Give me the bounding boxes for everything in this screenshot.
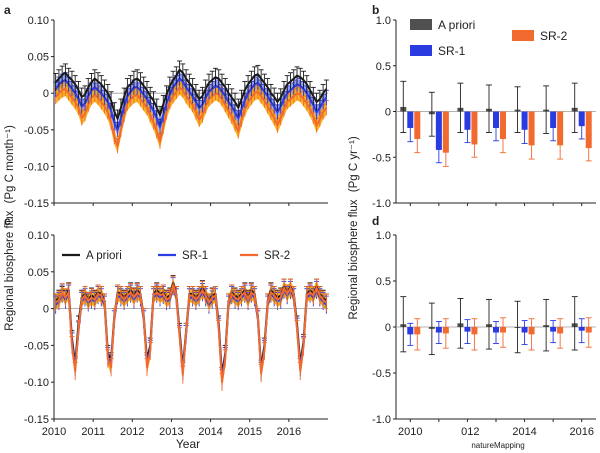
c-x-tick-label: 2011 — [81, 426, 105, 438]
a-y-tick-label: -0.15 — [24, 198, 49, 210]
c-y-tick-label: 0.05 — [28, 267, 49, 279]
b-y-tick-label: 1.0 — [376, 15, 391, 27]
b-y-tick-label: 0 — [385, 107, 391, 119]
d-x-tick-label: 2014 — [512, 426, 536, 438]
d-x-tick-label: 012 — [461, 426, 479, 438]
d-y-tick-label: 1.0 — [376, 230, 391, 242]
legend-label-sr-2: SR-2 — [264, 250, 290, 262]
panel-b-label: b — [372, 3, 379, 17]
c-x-tick-label: 2015 — [237, 426, 261, 438]
c-y-tick-label: -0.05 — [24, 340, 49, 352]
c-band-sr-2 — [55, 277, 327, 390]
b-y-tick-label: -1.0 — [372, 198, 391, 210]
d-x-tick-label: 2016 — [569, 426, 593, 438]
a-series-line-sr-1 — [54, 77, 328, 131]
left-y-axis-label: Regional biosphere flux (Pg C month⁻¹) — [4, 125, 16, 331]
a-band-sr-2 — [55, 80, 327, 154]
c-y-tick-label: 0.10 — [28, 230, 49, 242]
panel-d: d 1.0 0.5 0 -0.5 -1.0 2010 012 2014 2016 — [372, 214, 596, 438]
b-bar-sr-1 — [435, 111, 442, 150]
b-bar-sr-2 — [471, 111, 478, 145]
panel-a: a 0.10 0.05 0 -0.05 -0.10 -0.15 — [4, 3, 329, 210]
b-bar-sr-2 — [528, 111, 535, 146]
panel-d-label: d — [372, 214, 379, 228]
d-y-tick-label: 0.5 — [376, 276, 391, 288]
right-y-axis-label: Regional biosphere flux (Pg C yr⁻¹) — [348, 136, 360, 319]
a-y-tick-label: 0 — [43, 88, 49, 100]
c-series-line-sr-2 — [54, 284, 328, 384]
panel-b: b 1.0 0.5 0 -0.5 -1.0 A priori SR-1 SR-2 — [372, 3, 596, 210]
a-series-line-sr-2 — [54, 86, 328, 147]
c-x-tick-label: 2012 — [120, 426, 144, 438]
bar-legend-swatch-a-priori — [410, 19, 432, 30]
bar-legend-swatch-sr-2 — [512, 30, 534, 41]
c-x-tick-label: 2010 — [42, 426, 66, 438]
watermark-text: natureMapping — [471, 441, 524, 450]
d-y-tick-label: -1.0 — [372, 414, 391, 426]
c-y-tick-label: 0 — [43, 304, 49, 316]
bar-legend-label-a-priori: A priori — [438, 18, 475, 32]
a-series-line-a-priori — [54, 68, 328, 120]
a-y-tick-label: -0.10 — [24, 161, 49, 173]
c-x-tick-label: 2014 — [198, 426, 222, 438]
panel-a-label: a — [4, 3, 11, 17]
panel-c-label: c — [4, 214, 11, 228]
legend-label-sr-1: SR-1 — [182, 250, 208, 262]
d-y-tick-label: 0 — [385, 322, 391, 334]
d-x-tick-label: 2010 — [398, 426, 422, 438]
c-x-tick-label: 2013 — [159, 426, 183, 438]
b-bar-sr-2 — [557, 111, 564, 146]
b-y-tick-label: -0.5 — [372, 152, 391, 164]
legend-label-a-priori: A priori — [86, 250, 122, 262]
b-y-tick-label: 0.5 — [376, 61, 391, 73]
b-bar-sr-2 — [585, 111, 592, 149]
bar-legend-swatch-sr-1 — [410, 45, 432, 56]
x-axis-label-year: Year — [176, 437, 200, 451]
c-x-tick-label: 2016 — [277, 426, 301, 438]
bar-legend-label-sr-1: SR-1 — [438, 44, 466, 58]
c-y-tick-label: -0.10 — [24, 377, 49, 389]
d-y-tick-label: -0.5 — [372, 368, 391, 380]
a-y-tick-label: 0.10 — [28, 15, 49, 27]
a-y-tick-label: 0.05 — [28, 52, 49, 64]
c-y-tick-label: -0.15 — [24, 414, 49, 426]
b-bar-sr-2 — [442, 111, 449, 153]
a-y-tick-label: -0.05 — [24, 125, 49, 137]
bar-legend-label-sr-2: SR-2 — [540, 29, 568, 43]
